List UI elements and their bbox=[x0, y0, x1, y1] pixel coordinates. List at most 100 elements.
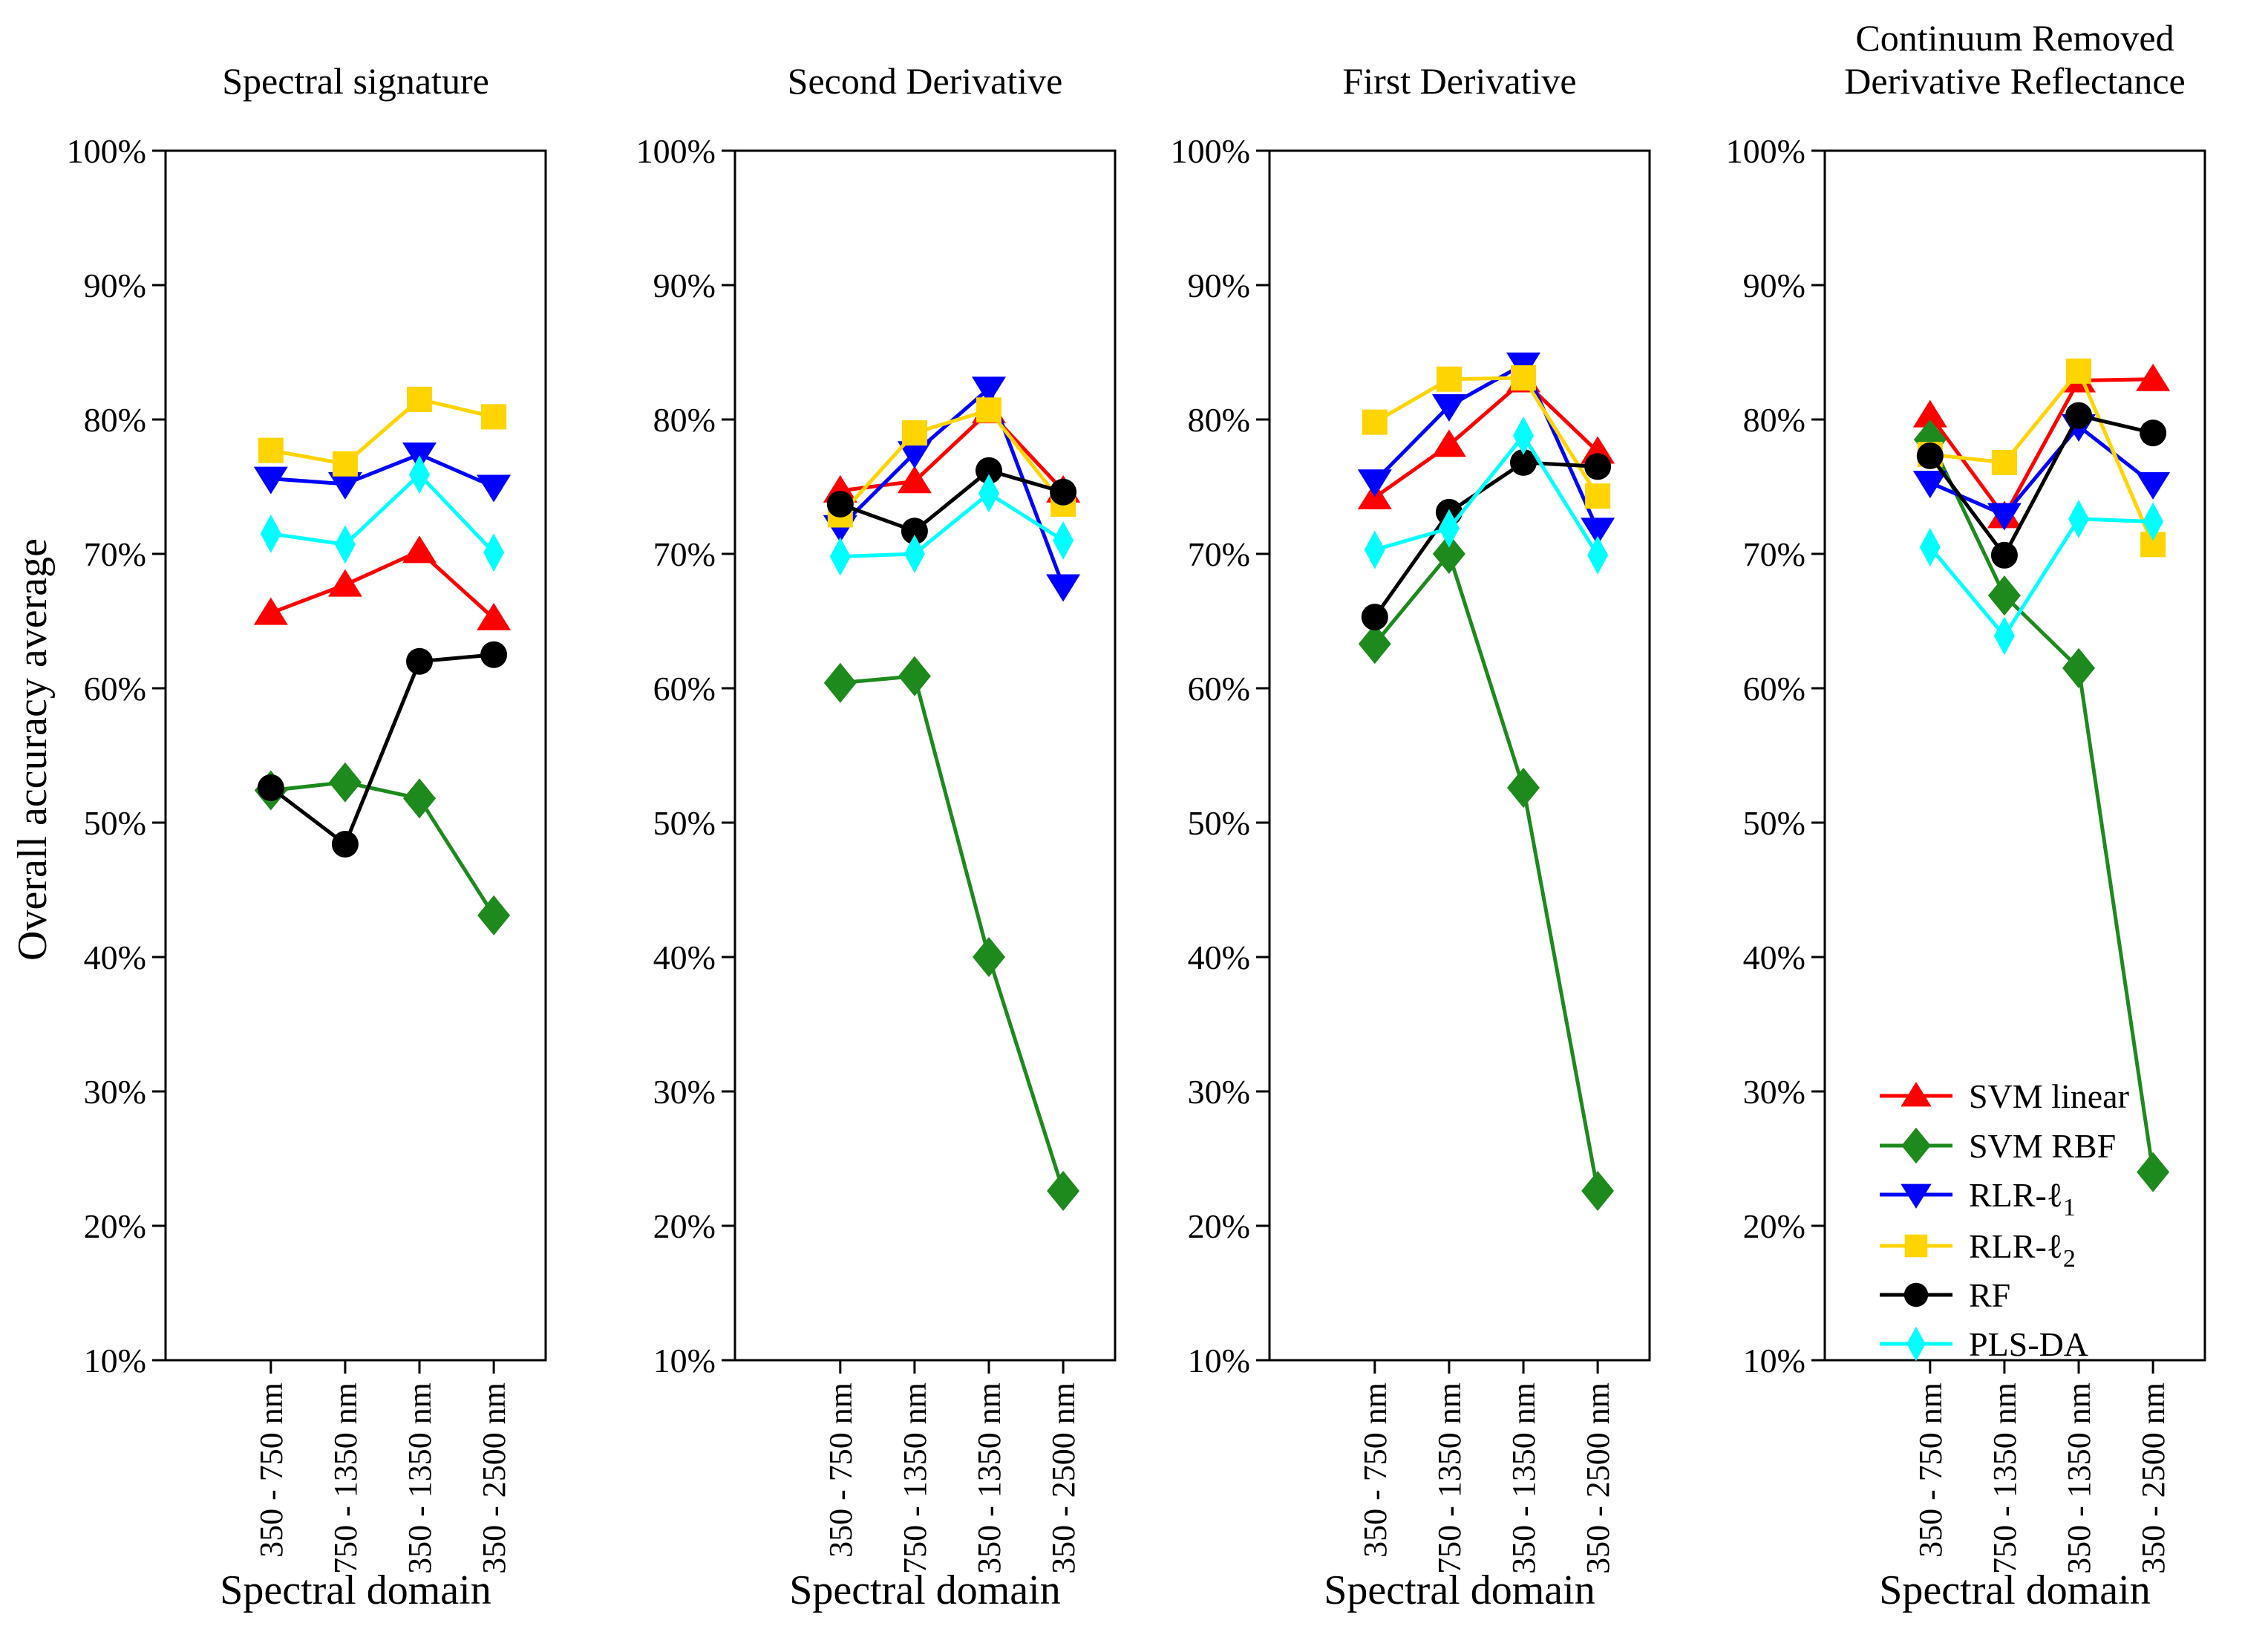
marker-svm-linear-3 bbox=[2136, 363, 2171, 391]
y-tick-label: 50% bbox=[1188, 804, 1250, 842]
series-line-rlr-2 bbox=[838, 408, 1065, 517]
legend-entry-svm-linear: SVM linear bbox=[1880, 1077, 2129, 1115]
y-tick-label: 90% bbox=[1188, 267, 1250, 304]
legend-entry-svm-rbf: SVM RBF bbox=[1880, 1127, 2116, 1165]
marker-pls-da-0 bbox=[260, 514, 281, 553]
marker-rf-0 bbox=[1916, 442, 1944, 469]
series-line-rlr-1 bbox=[1373, 362, 1600, 531]
y-axis-label: Overall accuracy average bbox=[10, 538, 56, 961]
marker-rf-3 bbox=[480, 641, 508, 668]
x-tick-label: 750 - 1350 nm bbox=[1431, 1382, 1468, 1574]
series-line-rf bbox=[839, 468, 1064, 534]
series-line-pls-da bbox=[270, 471, 495, 554]
panel-title-first-derivative: First Derivative bbox=[1342, 60, 1577, 102]
y-tick-label: 90% bbox=[1743, 267, 1805, 304]
series-line-rlr-2 bbox=[270, 397, 494, 466]
x-tick-label: 350 - 2500 nm bbox=[1580, 1382, 1616, 1574]
y-tick-label: 10% bbox=[653, 1342, 716, 1380]
y-tick-label: 10% bbox=[1188, 1342, 1250, 1380]
x-axis-label-1: Spectral domain bbox=[220, 1567, 491, 1613]
series-line-rf bbox=[1373, 460, 1598, 618]
marker-rlr-1-3 bbox=[477, 474, 512, 503]
marker-rlr-2-0 bbox=[1362, 409, 1388, 435]
marker-svm-rbf-2 bbox=[973, 937, 1006, 977]
marker-svm-rbf-1 bbox=[1987, 575, 2021, 616]
legend-entry-rlr-1: RLR-ℓ1 bbox=[1880, 1176, 2076, 1221]
legend-marker-rf bbox=[1903, 1282, 1929, 1307]
marker-rlr-1-3 bbox=[1046, 574, 1081, 602]
panel-title-continuum-removed: Continuum Removed Derivative Reflectance bbox=[1844, 17, 2186, 102]
x-tick-label: 750 - 1350 nm bbox=[327, 1382, 364, 1574]
marker-svm-rbf-1 bbox=[1432, 534, 1465, 574]
marker-svm-linear-1 bbox=[897, 466, 932, 494]
marker-rf-0 bbox=[826, 491, 854, 518]
marker-rlr-1-1 bbox=[1431, 394, 1466, 422]
x-axis-label-3: Spectral domain bbox=[1324, 1567, 1595, 1613]
y-tick-label: 20% bbox=[1743, 1207, 1805, 1245]
y-tick-label: 30% bbox=[1743, 1073, 1805, 1111]
marker-rf-1 bbox=[1990, 541, 2018, 569]
marker-rf-2 bbox=[1510, 448, 1537, 476]
x-tick-label: 350 - 2500 nm bbox=[1045, 1382, 1082, 1574]
series-line-svm-linear bbox=[1928, 377, 2154, 520]
y-tick-label: 10% bbox=[1743, 1342, 1805, 1380]
y-tick-label: 60% bbox=[1743, 670, 1805, 708]
panel-title-spectral-signature: Spectral signature bbox=[222, 60, 489, 102]
marker-rlr-2-1 bbox=[1991, 449, 2017, 475]
x-tick-label: 350 - 750 nm bbox=[1357, 1382, 1393, 1558]
marker-pls-da-1 bbox=[1993, 616, 2015, 656]
marker-rlr-1-1 bbox=[327, 471, 362, 500]
marker-pls-da-2 bbox=[2068, 499, 2090, 538]
marker-rlr-2-3 bbox=[1585, 483, 1611, 509]
series-line-svm-rbf bbox=[270, 780, 496, 917]
plot-area bbox=[164, 149, 547, 1362]
series-line-rlr-2 bbox=[1929, 368, 2155, 546]
y-tick-label: 40% bbox=[1743, 938, 1805, 976]
marker-svm-linear-0 bbox=[253, 597, 288, 625]
marker-pls-da-1 bbox=[334, 525, 356, 564]
series-line-svm-rbf bbox=[840, 674, 1065, 1192]
marker-svm-rbf-3 bbox=[477, 895, 511, 936]
series-line-svm-linear bbox=[269, 549, 495, 620]
x-axis-label-2: Spectral domain bbox=[789, 1567, 1061, 1613]
y-tick-label: 60% bbox=[84, 670, 146, 708]
series-line-svm-rbf bbox=[1928, 439, 2155, 1172]
marker-pls-da-0 bbox=[1364, 530, 1385, 569]
legend-label: SVM linear bbox=[1969, 1077, 2129, 1115]
legend-marker-svm-rbf bbox=[1901, 1127, 1931, 1164]
marker-svm-linear-0 bbox=[1912, 399, 1947, 428]
x-tick-label: 350 - 1350 nm bbox=[1506, 1382, 1542, 1574]
marker-pls-da-3 bbox=[1053, 520, 1074, 560]
y-tick-label: 70% bbox=[1188, 535, 1250, 573]
y-tick-label: 60% bbox=[653, 670, 716, 708]
marker-svm-linear-2 bbox=[402, 535, 437, 564]
y-tick-label: 70% bbox=[84, 535, 146, 573]
marker-rf-3 bbox=[1050, 478, 1077, 506]
marker-svm-rbf-1 bbox=[898, 656, 931, 696]
legend-label: RLR-ℓ1 bbox=[1969, 1176, 2076, 1221]
marker-rlr-1-1 bbox=[1987, 503, 2022, 531]
legend-entry-pls-da: PLS-DA bbox=[1880, 1325, 2088, 1363]
marker-rlr-2-0 bbox=[258, 437, 284, 463]
x-tick-label: 350 - 2500 nm bbox=[2135, 1382, 2171, 1574]
y-tick-label: 20% bbox=[84, 1207, 146, 1245]
marker-rlr-1-2 bbox=[972, 376, 1007, 405]
series-line-pls-da bbox=[1374, 432, 1600, 557]
panel-second-derivative: 100% 90% 80% 70% 60% 50% 40% 30% 20% 10% 350 - 750… bbox=[636, 132, 1117, 1574]
marker-pls-da-3 bbox=[483, 533, 505, 572]
marker-rlr-2-2 bbox=[407, 386, 433, 412]
panel-continuum-removed-derivative-reflectance: 100% 90% 80% 70% 60% 50% 40% 30% 20% 10% 350 - 750… bbox=[1726, 132, 2206, 1574]
marker-pls-da-1 bbox=[903, 535, 925, 573]
y-tick-label: 40% bbox=[84, 938, 146, 976]
x-tick-label: 350 - 750 nm bbox=[1912, 1382, 1949, 1558]
marker-rlr-2-1 bbox=[332, 451, 358, 477]
series-line-rf bbox=[269, 653, 494, 847]
marker-pls-da-2 bbox=[1513, 416, 1535, 455]
marker-pls-da-0 bbox=[1919, 527, 1941, 567]
marker-rf-0 bbox=[1361, 604, 1388, 631]
marker-rlr-1-3 bbox=[1581, 517, 1615, 546]
series-line-pls-da bbox=[840, 491, 1065, 559]
